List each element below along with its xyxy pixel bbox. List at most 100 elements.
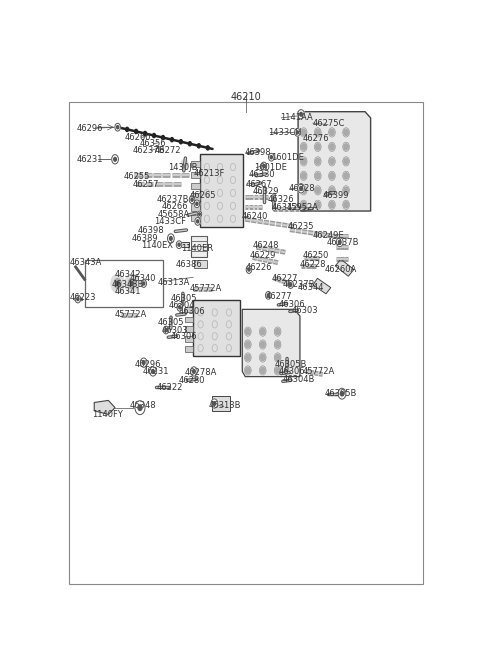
- Text: 46229: 46229: [250, 251, 276, 260]
- Circle shape: [125, 274, 139, 293]
- Circle shape: [153, 134, 156, 138]
- Bar: [192, 215, 200, 221]
- Text: 46257: 46257: [132, 179, 159, 189]
- Text: 45772A: 45772A: [190, 284, 222, 293]
- Polygon shape: [313, 278, 331, 294]
- Text: 1140ER: 1140ER: [181, 244, 213, 253]
- Text: 46329: 46329: [252, 187, 279, 196]
- Circle shape: [315, 144, 320, 150]
- Bar: [185, 306, 193, 312]
- Text: 46237B: 46237B: [132, 146, 165, 155]
- Circle shape: [196, 202, 198, 206]
- Circle shape: [181, 159, 188, 169]
- Text: 46260: 46260: [125, 133, 152, 142]
- Text: 46356: 46356: [140, 139, 167, 149]
- Text: 45952A: 45952A: [286, 204, 318, 212]
- Circle shape: [296, 131, 299, 134]
- Text: 46305B: 46305B: [275, 360, 307, 369]
- Circle shape: [288, 281, 293, 288]
- Circle shape: [315, 202, 320, 208]
- Circle shape: [141, 280, 146, 288]
- Circle shape: [128, 278, 135, 289]
- Circle shape: [189, 196, 195, 204]
- Circle shape: [315, 129, 320, 136]
- Text: 46386: 46386: [175, 260, 202, 269]
- Text: 46248: 46248: [252, 241, 279, 250]
- Bar: [185, 317, 193, 323]
- Circle shape: [315, 159, 320, 165]
- Circle shape: [211, 399, 218, 408]
- Text: 46228: 46228: [300, 260, 326, 269]
- Text: 46305: 46305: [157, 319, 184, 327]
- Circle shape: [261, 162, 267, 170]
- Circle shape: [298, 110, 304, 119]
- Text: 46240: 46240: [241, 212, 268, 220]
- Bar: [194, 259, 207, 268]
- Circle shape: [336, 237, 343, 247]
- Circle shape: [168, 234, 174, 243]
- Text: 46342: 46342: [115, 269, 142, 279]
- Circle shape: [265, 292, 271, 299]
- Circle shape: [344, 202, 348, 208]
- Text: 46226: 46226: [245, 263, 272, 272]
- Polygon shape: [242, 309, 300, 376]
- Polygon shape: [335, 259, 354, 276]
- Circle shape: [315, 173, 320, 179]
- Text: 46305B: 46305B: [325, 389, 357, 398]
- Circle shape: [197, 144, 200, 148]
- Text: 46330: 46330: [249, 170, 276, 179]
- Circle shape: [161, 136, 165, 140]
- Circle shape: [163, 326, 169, 334]
- Circle shape: [138, 405, 142, 411]
- Text: 46222: 46222: [156, 384, 183, 392]
- Circle shape: [289, 283, 292, 286]
- Circle shape: [338, 388, 346, 399]
- Polygon shape: [94, 401, 115, 415]
- Circle shape: [179, 306, 181, 309]
- Text: 46296: 46296: [134, 360, 161, 369]
- Circle shape: [261, 341, 265, 347]
- Bar: [193, 300, 240, 356]
- Circle shape: [270, 156, 273, 159]
- Text: 46303: 46303: [161, 325, 188, 335]
- Circle shape: [344, 144, 348, 150]
- Text: 46344: 46344: [297, 283, 324, 292]
- Text: 46223: 46223: [69, 294, 96, 302]
- Text: 46304B: 46304B: [282, 375, 315, 384]
- Text: 46237B: 46237B: [282, 280, 315, 289]
- Text: 46231: 46231: [77, 155, 103, 164]
- Text: 46340: 46340: [130, 274, 156, 284]
- Bar: [192, 183, 200, 189]
- Circle shape: [165, 329, 167, 331]
- Circle shape: [143, 361, 145, 364]
- Circle shape: [330, 173, 334, 179]
- Circle shape: [246, 329, 250, 335]
- Circle shape: [152, 370, 155, 374]
- Circle shape: [176, 241, 182, 249]
- Text: 1433CH: 1433CH: [268, 128, 302, 137]
- Circle shape: [246, 368, 250, 374]
- Circle shape: [344, 173, 348, 179]
- Bar: [185, 346, 193, 351]
- Bar: [191, 236, 206, 257]
- Circle shape: [300, 186, 302, 190]
- Circle shape: [197, 211, 202, 217]
- Text: 46343B: 46343B: [111, 280, 144, 289]
- Text: 46275C: 46275C: [312, 118, 345, 128]
- Text: 46343A: 46343A: [69, 258, 102, 267]
- Circle shape: [301, 187, 306, 194]
- Circle shape: [180, 140, 182, 144]
- Circle shape: [178, 243, 180, 246]
- Text: 1140EX: 1140EX: [141, 241, 173, 250]
- Text: 46237B: 46237B: [156, 195, 189, 204]
- Circle shape: [112, 155, 119, 164]
- Text: 1140FY: 1140FY: [92, 410, 122, 419]
- Text: 46398: 46398: [138, 226, 165, 235]
- Circle shape: [199, 213, 200, 216]
- Circle shape: [192, 370, 195, 374]
- Circle shape: [135, 401, 145, 415]
- Text: 46306: 46306: [279, 367, 305, 376]
- Bar: [178, 242, 189, 247]
- Text: 46306: 46306: [178, 307, 205, 317]
- Text: 1433CF: 1433CF: [154, 217, 186, 226]
